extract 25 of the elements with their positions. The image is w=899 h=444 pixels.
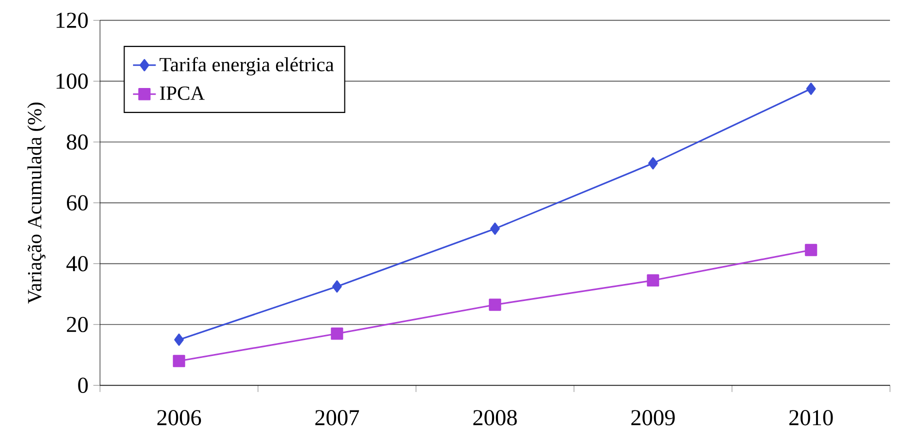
y-tick-label: 100 [56, 74, 88, 89]
x-tick-label: 2010 [789, 410, 833, 426]
x-tick-label: 2008 [473, 410, 517, 426]
y-tick-label: 120 [56, 12, 88, 28]
point [648, 157, 658, 170]
y-tick-label: 40 [66, 256, 88, 272]
point [488, 298, 502, 311]
point [330, 327, 344, 340]
y-tick-label: 80 [66, 134, 88, 150]
y-axis-title: Variação Acumulada (%) [27, 102, 46, 304]
x-tick-label: 2009 [631, 410, 675, 426]
legend-label: Tarifa energia elétrica [160, 57, 334, 76]
point [172, 354, 186, 368]
legend-label: IPCA [160, 86, 205, 100]
point [332, 280, 342, 293]
y-tick-label: 20 [66, 316, 88, 332]
point [806, 82, 816, 95]
point [490, 222, 500, 235]
point [646, 274, 660, 287]
point [804, 244, 818, 256]
point [174, 334, 184, 346]
x-tick-label: 2006 [157, 410, 202, 426]
y-tick-label: 60 [66, 195, 88, 210]
y-tick-label: 0 [78, 378, 88, 393]
x-tick-label: 2007 [315, 410, 360, 426]
